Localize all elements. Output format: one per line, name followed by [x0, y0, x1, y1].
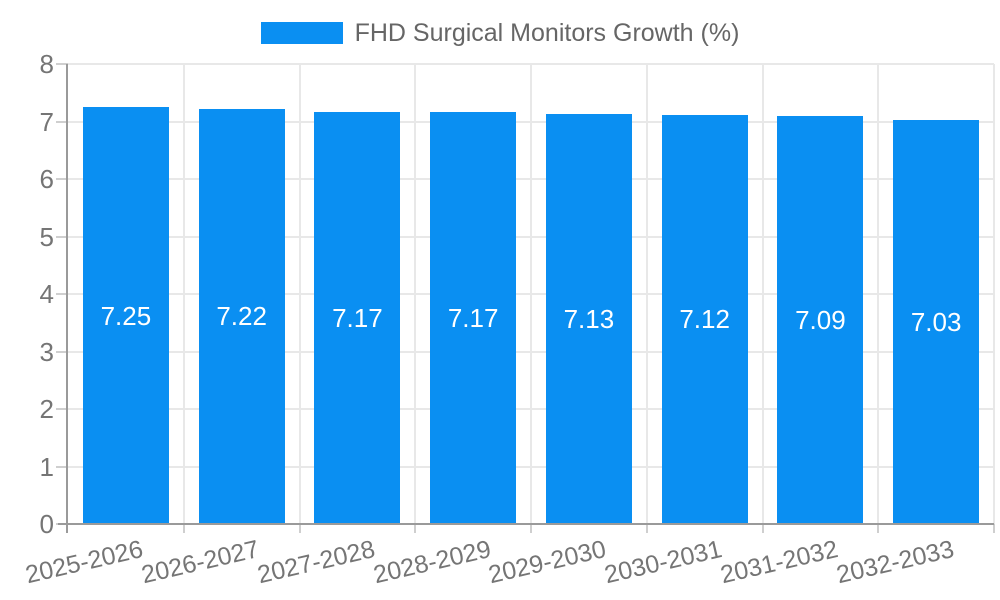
y-axis-tick: [56, 235, 68, 238]
bar-2032-2033[interactable]: 7.03: [893, 119, 980, 524]
x-axis-tick: [993, 524, 995, 533]
bar-value-label: 7.09: [795, 305, 846, 336]
y-axis-tick: [56, 120, 68, 123]
bar-2030-2031[interactable]: 7.12: [661, 114, 748, 524]
y-axis-tick: [56, 178, 68, 180]
bar-value-label: 7.17: [332, 302, 383, 333]
x-axis-tick-label: 2028-2029: [370, 535, 494, 590]
gridline-vertical: [182, 64, 185, 524]
x-axis-tick: [182, 524, 185, 533]
x-axis-tick: [530, 524, 532, 533]
gridline-vertical: [877, 64, 880, 524]
y-axis-tick-label: 2: [39, 394, 54, 424]
bar-value-label: 7.12: [679, 304, 730, 335]
x-axis-tick: [761, 524, 764, 533]
bar-2031-2032[interactable]: 7.09: [777, 116, 864, 524]
bar-value-label: 7.22: [216, 301, 267, 332]
x-axis-tick: [298, 524, 301, 533]
bar-2026-2027[interactable]: 7.22: [198, 108, 285, 524]
x-axis-tick-label: 2032-2033: [833, 535, 957, 590]
x-axis-tick-label: 2031-2032: [717, 535, 841, 590]
bar-value-label: 7.25: [100, 300, 152, 331]
x-axis-tick: [877, 524, 880, 533]
gridline-vertical: [414, 64, 417, 524]
gridline-vertical: [298, 64, 301, 524]
x-axis-line: [58, 523, 994, 525]
gridline-vertical: [761, 64, 764, 524]
x-axis-tick: [414, 524, 417, 533]
y-axis-tick: [56, 63, 68, 65]
x-axis-tick-label: 2027-2028: [254, 535, 378, 590]
y-axis-tick-label: 0: [39, 509, 54, 539]
bar-2028-2029[interactable]: 7.17: [430, 111, 517, 524]
legend-label: FHD Surgical Monitors Growth (%): [354, 19, 740, 47]
gridline-vertical: [530, 64, 532, 524]
bar-value-label: 7.17: [447, 302, 499, 333]
y-axis-tick-label: 1: [39, 451, 54, 482]
y-axis-tick: [56, 350, 68, 353]
bar-value-label: 7.13: [563, 304, 615, 335]
y-axis-tick: [56, 293, 68, 295]
y-axis-tick-label: 7: [39, 106, 54, 137]
y-axis-tick-label: 6: [39, 164, 54, 194]
x-axis-tick: [645, 524, 648, 533]
y-axis-tick-label: 4: [39, 279, 54, 309]
legend-swatch: [260, 22, 343, 44]
bar-value-label: 7.03: [910, 306, 962, 337]
bar-2025-2026[interactable]: 7.25: [82, 107, 169, 524]
gridline-vertical: [993, 64, 995, 524]
x-axis-tick-label: 2026-2027: [138, 535, 262, 590]
y-axis-tick-label: 8: [39, 49, 54, 79]
x-axis-tick-label: 2025-2026: [23, 535, 146, 590]
gridline-vertical: [645, 64, 648, 524]
y-axis-tick: [56, 465, 68, 468]
bar-2027-2028[interactable]: 7.17: [314, 111, 401, 524]
bar-2029-2030[interactable]: 7.13: [545, 114, 632, 524]
legend-item[interactable]: FHD Surgical Monitors Growth (%): [0, 19, 1000, 47]
x-axis-tick-label: 2030-2031: [601, 535, 725, 590]
y-axis-tick-label: 3: [39, 336, 54, 367]
y-axis-line: [66, 64, 68, 533]
x-axis-tick-label: 2029-2030: [486, 535, 609, 590]
y-axis-tick: [56, 408, 68, 410]
plot-area: 7.25 7.22 7.17 7.17 7.13 7.12 7.09 7.03: [68, 63, 995, 524]
y-axis-tick-label: 5: [39, 221, 54, 252]
